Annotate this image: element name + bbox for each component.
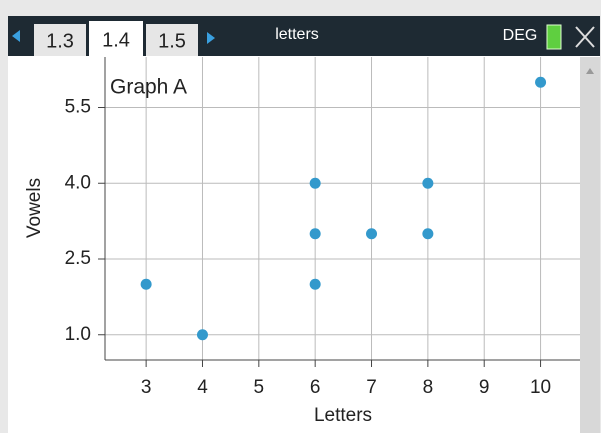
- battery-icon: [546, 24, 562, 50]
- y-tick-label: 1.0: [65, 324, 91, 345]
- tab-left-arrow[interactable]: [12, 30, 20, 42]
- tab-active[interactable]: [89, 21, 143, 56]
- x-tick-label: 4: [197, 377, 208, 398]
- close-button[interactable]: [575, 26, 595, 48]
- data-point: [422, 177, 434, 189]
- x-tick-label: 9: [479, 377, 490, 398]
- tab-right-arrow[interactable]: [207, 32, 215, 44]
- x-tick-label: 7: [366, 377, 377, 398]
- data-point: [309, 177, 321, 189]
- data-point: [196, 329, 208, 341]
- data-point: [140, 278, 152, 290]
- document-name: letters: [275, 26, 319, 43]
- data-point: [535, 76, 547, 88]
- x-tick-label: 10: [530, 377, 551, 398]
- x-tick-label: 5: [254, 377, 265, 398]
- x-tick-label: 3: [141, 377, 152, 398]
- y-tick-label: 2.5: [65, 248, 91, 269]
- x-tick-label: 6: [310, 377, 321, 398]
- data-point: [422, 228, 434, 240]
- data-point: [366, 228, 378, 240]
- y-tick-label: 5.5: [65, 97, 91, 118]
- x-tick-label: 8: [423, 377, 434, 398]
- x-axis-label: Letters: [314, 405, 372, 426]
- tab-label: 1.3: [46, 30, 74, 52]
- data-point: [309, 228, 321, 240]
- tab-label: 1.4: [102, 29, 130, 51]
- graph-label: Graph A: [110, 76, 187, 99]
- scrollbar[interactable]: [580, 57, 600, 433]
- angle-mode: DEG: [503, 27, 538, 44]
- tab[interactable]: [146, 24, 198, 56]
- scroll-up[interactable]: [586, 68, 594, 74]
- screen-background: [8, 16, 600, 433]
- tab[interactable]: [34, 24, 86, 56]
- tab-label: 1.5: [158, 30, 186, 52]
- y-tick-label: 4.0: [65, 172, 91, 193]
- y-axis-label: Vowels: [24, 178, 45, 238]
- data-point: [309, 278, 321, 290]
